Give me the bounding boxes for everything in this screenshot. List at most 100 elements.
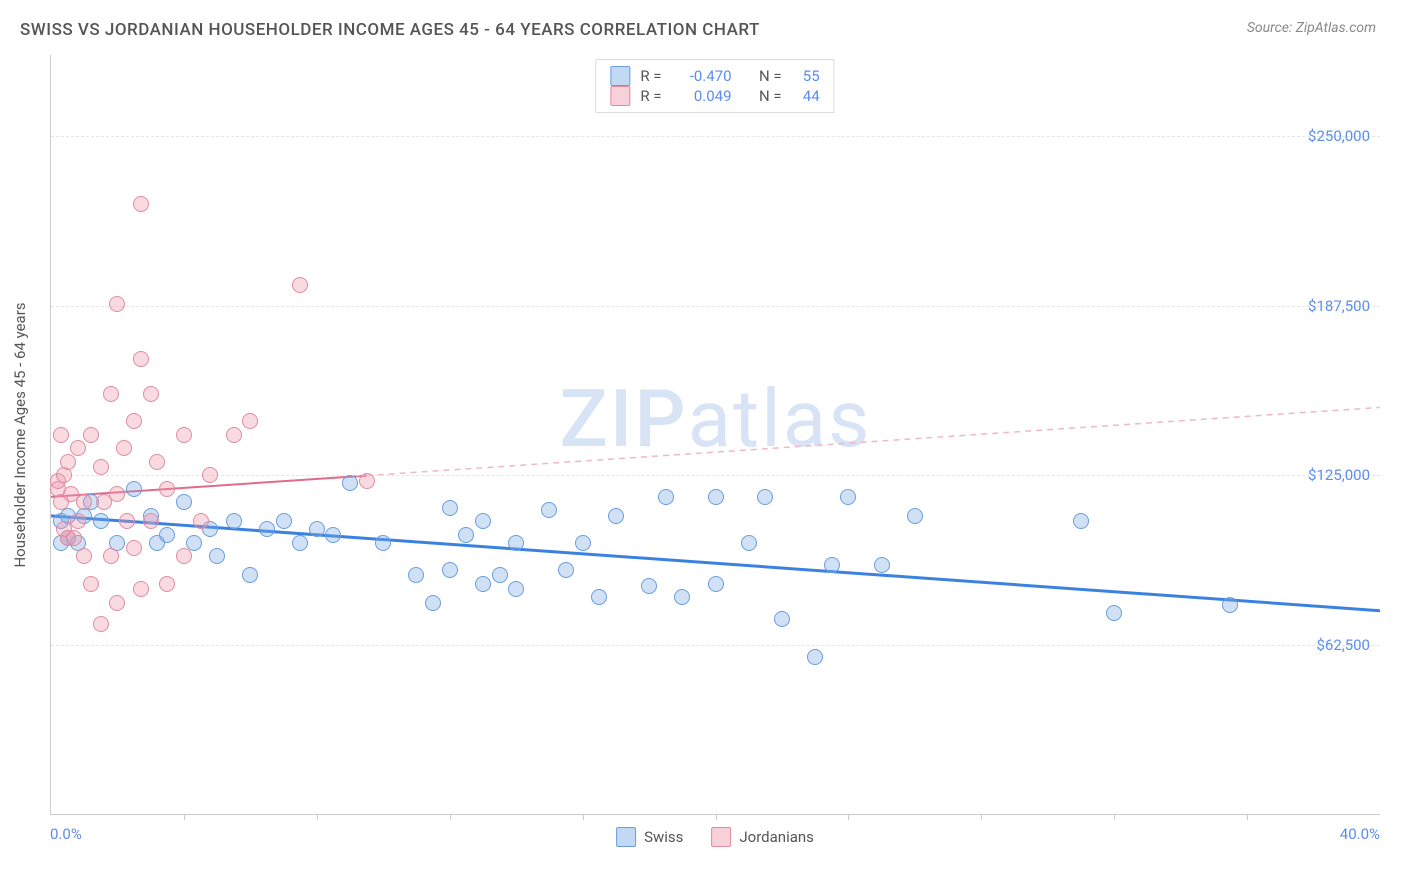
data-point [292, 535, 308, 551]
data-point [1073, 513, 1089, 529]
data-point [658, 489, 674, 505]
data-point [176, 427, 192, 443]
data-point [408, 567, 424, 583]
data-point [708, 576, 724, 592]
data-point [259, 521, 275, 537]
grid-line [51, 475, 1380, 476]
legend-item: Jordanians [711, 827, 814, 847]
n-label: N = [759, 87, 782, 105]
data-point [325, 527, 341, 543]
source-attribution: Source: ZipAtlas.com [1247, 20, 1376, 36]
data-point [575, 535, 591, 551]
data-point [475, 513, 491, 529]
y-tick-label: $187,500 [1308, 297, 1370, 315]
data-point [116, 440, 132, 456]
data-point [109, 595, 125, 611]
data-point [442, 500, 458, 516]
data-point [143, 513, 159, 529]
x-tick [1114, 814, 1115, 820]
data-point [119, 513, 135, 529]
data-point [242, 413, 258, 429]
data-point [558, 562, 574, 578]
data-point [492, 567, 508, 583]
data-point [159, 576, 175, 592]
data-point [60, 454, 76, 470]
grid-line [51, 645, 1380, 646]
data-point [276, 513, 292, 529]
data-point [641, 578, 657, 594]
data-point [541, 502, 557, 518]
data-point [708, 489, 724, 505]
x-tick [450, 814, 451, 820]
x-tick [981, 814, 982, 820]
plot-region: ZIPatlas $62,500$125,000$187,500$250,000 [50, 55, 1380, 815]
data-point [1222, 597, 1238, 613]
legend-series: Swiss Jordanians [616, 827, 814, 847]
data-point [53, 427, 69, 443]
data-point [109, 486, 125, 502]
data-point [226, 513, 242, 529]
data-point [757, 489, 773, 505]
jord-n-value: 44 [792, 87, 820, 105]
swatch-jordanians [610, 86, 630, 106]
data-point [93, 513, 109, 529]
data-point [442, 562, 458, 578]
x-tick [716, 814, 717, 820]
data-point [874, 557, 890, 573]
n-label: N = [759, 67, 782, 85]
series-label: Swiss [644, 828, 683, 846]
watermark: ZIPatlas [560, 372, 872, 466]
data-point [674, 589, 690, 605]
data-point [342, 475, 358, 491]
data-point [76, 548, 92, 564]
data-point [242, 567, 258, 583]
jord-r-value: 0.049 [672, 87, 732, 105]
data-point [70, 513, 86, 529]
data-point [76, 494, 92, 510]
data-point [159, 527, 175, 543]
data-point [425, 595, 441, 611]
data-point [133, 581, 149, 597]
data-point [774, 611, 790, 627]
swiss-n-value: 55 [792, 67, 820, 85]
data-point [186, 535, 202, 551]
series-label: Jordanians [739, 828, 814, 846]
y-tick-label: $250,000 [1308, 127, 1370, 145]
x-tick [317, 814, 318, 820]
data-point [907, 508, 923, 524]
swatch-swiss [616, 827, 636, 847]
data-point [824, 557, 840, 573]
data-point [475, 576, 491, 592]
data-point [741, 535, 757, 551]
data-point [359, 473, 375, 489]
data-point [83, 576, 99, 592]
y-tick-label: $62,500 [1316, 636, 1370, 654]
y-axis-title: Householder Income Ages 45 - 64 years [11, 302, 29, 567]
data-point [209, 548, 225, 564]
data-point [56, 467, 72, 483]
legend-item: Swiss [616, 827, 683, 847]
data-point [70, 440, 86, 456]
r-label: R = [640, 67, 661, 85]
data-point [375, 535, 391, 551]
data-point [93, 459, 109, 475]
legend-stats-row: R = -0.470 N = 55 [610, 66, 819, 86]
data-point [66, 530, 82, 546]
x-axis-max: 40.0% [1340, 825, 1380, 843]
data-point [458, 527, 474, 543]
data-point [109, 296, 125, 312]
data-point [126, 540, 142, 556]
data-point [159, 481, 175, 497]
swatch-jordanians [711, 827, 731, 847]
legend-stats: R = -0.470 N = 55 R = 0.049 N = 44 [595, 59, 834, 113]
data-point [83, 427, 99, 443]
data-point [193, 513, 209, 529]
grid-line [51, 136, 1380, 137]
data-point [508, 581, 524, 597]
data-point [143, 386, 159, 402]
data-point [1106, 605, 1122, 621]
data-point [807, 649, 823, 665]
data-point [103, 386, 119, 402]
swatch-swiss [610, 66, 630, 86]
x-tick [583, 814, 584, 820]
